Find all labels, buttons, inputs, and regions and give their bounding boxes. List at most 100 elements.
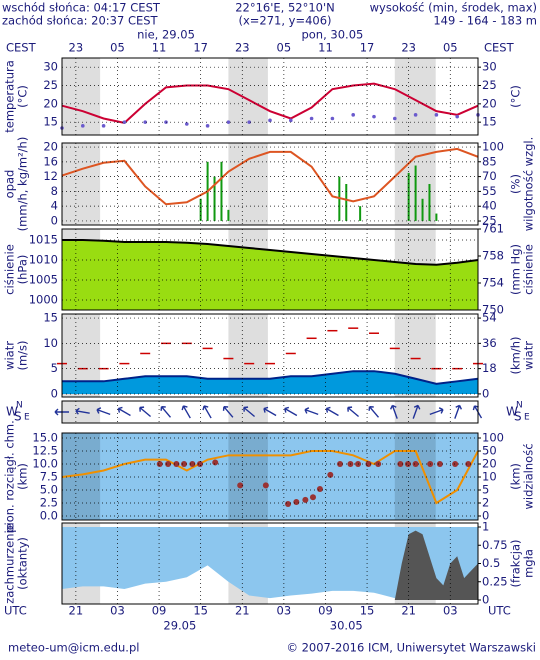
wind-arrow <box>139 406 152 418</box>
dot <box>247 120 251 124</box>
dot <box>372 114 376 119</box>
panel-frame <box>61 522 479 605</box>
precip-bar <box>407 172 410 221</box>
y-tick-label: 15.0 <box>32 431 58 445</box>
dot <box>143 120 147 124</box>
dot <box>165 461 172 467</box>
precip-bar <box>345 184 348 221</box>
y2-tick-label: 0.75 <box>482 538 508 552</box>
top-tick-label: 11 <box>152 41 167 55</box>
top-tick-label: 05 <box>277 41 292 55</box>
dot <box>455 114 460 119</box>
top-axis-label: CEST <box>484 41 515 55</box>
y2-tick-label: 25 <box>482 214 497 228</box>
y-tick-label: 8 <box>51 184 58 198</box>
y-tick-label: 12 <box>43 169 58 183</box>
y-tick-label: 0 <box>51 213 58 227</box>
y2-tick-label: 0.25 <box>482 574 508 588</box>
wind-arrow <box>222 405 234 418</box>
y-tick-label: 0 <box>51 386 58 400</box>
wind-arrow <box>347 406 360 418</box>
y-axis-label: (km) <box>16 463 30 490</box>
y2-tick-label: 40 <box>482 199 497 213</box>
y2-tick-label: 754 <box>482 276 504 290</box>
bottom-tick-label: 21 <box>235 604 250 618</box>
y2-tick-label: 30 <box>482 60 497 74</box>
panel-frame <box>61 228 479 311</box>
dot <box>436 461 443 467</box>
dot <box>237 482 244 489</box>
night-band <box>394 58 436 135</box>
y2-tick-label: 54 <box>482 311 497 325</box>
y2-axis-label: (km/h) <box>509 337 523 375</box>
bottom-tick-label: 21 <box>69 604 84 618</box>
y2-tick-label: 20 <box>482 96 497 110</box>
dot <box>289 118 293 123</box>
top-date-label: pon, 30.05 <box>301 28 363 42</box>
dot <box>189 461 196 467</box>
y2-tick-label: 25 <box>482 78 497 92</box>
precip-bar <box>435 213 438 221</box>
y-tick-label: 15 <box>43 311 58 325</box>
dot <box>122 120 127 124</box>
night-band <box>394 433 436 520</box>
y-tick-label: 2.5 <box>40 496 58 510</box>
y2-tick-label: 36 <box>482 336 497 350</box>
y-tick-label: 1015 <box>29 233 58 247</box>
bottom-tick-label: 03 <box>277 604 292 618</box>
y2-tick-label: 50 <box>482 444 497 458</box>
bottom-tick-label: 15 <box>360 604 375 618</box>
top-tick-label: 17 <box>193 41 208 55</box>
wind-arrow <box>284 406 298 417</box>
bottom-axis-label: UTC <box>488 604 511 618</box>
panel-frame <box>61 142 479 226</box>
y2-axis-label: (°C) <box>509 85 523 108</box>
y-axis-label: opad <box>3 170 17 199</box>
precip-bar <box>199 198 202 221</box>
y2-tick-label: 15 <box>482 115 497 129</box>
wind-arrow <box>412 404 421 419</box>
direction-label: W <box>6 405 18 419</box>
top-tick-label: 23 <box>235 41 250 55</box>
y-tick-label: 20 <box>43 96 58 110</box>
dot <box>293 498 300 505</box>
dot <box>434 113 439 117</box>
y2-tick-label: 100 <box>482 139 504 153</box>
y-axis-label: (oktanty) <box>16 537 30 590</box>
wind-arrow <box>454 404 463 419</box>
y2-tick-label: 18 <box>482 361 497 375</box>
dot <box>212 459 219 466</box>
y2-tick-label: 10 <box>482 470 497 484</box>
area <box>62 240 478 310</box>
direction-label: N <box>516 401 523 411</box>
y-tick-label: 1010 <box>29 253 58 267</box>
dot <box>285 501 292 508</box>
dot <box>268 118 272 123</box>
y2-tick-label: 761 <box>482 222 504 236</box>
dot <box>413 113 418 117</box>
wind-arrow <box>429 407 444 416</box>
y2-axis-label: widzialność <box>522 443 536 509</box>
bottom-tick-label: 09 <box>152 604 167 618</box>
bottom-tick-label: 03 <box>443 604 458 618</box>
panel-frame <box>61 400 479 424</box>
top-tick-label: 11 <box>318 41 333 55</box>
y2-axis-label: (km) <box>509 463 523 490</box>
y2-axis-label: wiatr <box>522 341 536 370</box>
wind-arrow <box>181 405 191 419</box>
grid-point: (x=271, y=406) <box>238 14 331 28</box>
top-tick-label: 05 <box>110 41 125 55</box>
dot <box>226 120 231 124</box>
night-band <box>228 433 268 520</box>
y-tick-label: 5 <box>51 361 58 375</box>
wind-arrow <box>368 405 380 418</box>
dot <box>185 122 189 126</box>
footer-email: meteo-um@icm.edu.pl <box>8 641 139 655</box>
top-axis-label: CEST <box>6 41 37 55</box>
y2-tick-label: 758 <box>482 249 504 263</box>
wind-arrow <box>325 406 339 417</box>
wind-arrow <box>160 405 172 418</box>
bottom-tick-label: 09 <box>318 604 333 618</box>
y2-axis-label: (frakcja) <box>509 539 523 587</box>
y-axis-label: (hPa) <box>16 255 30 285</box>
